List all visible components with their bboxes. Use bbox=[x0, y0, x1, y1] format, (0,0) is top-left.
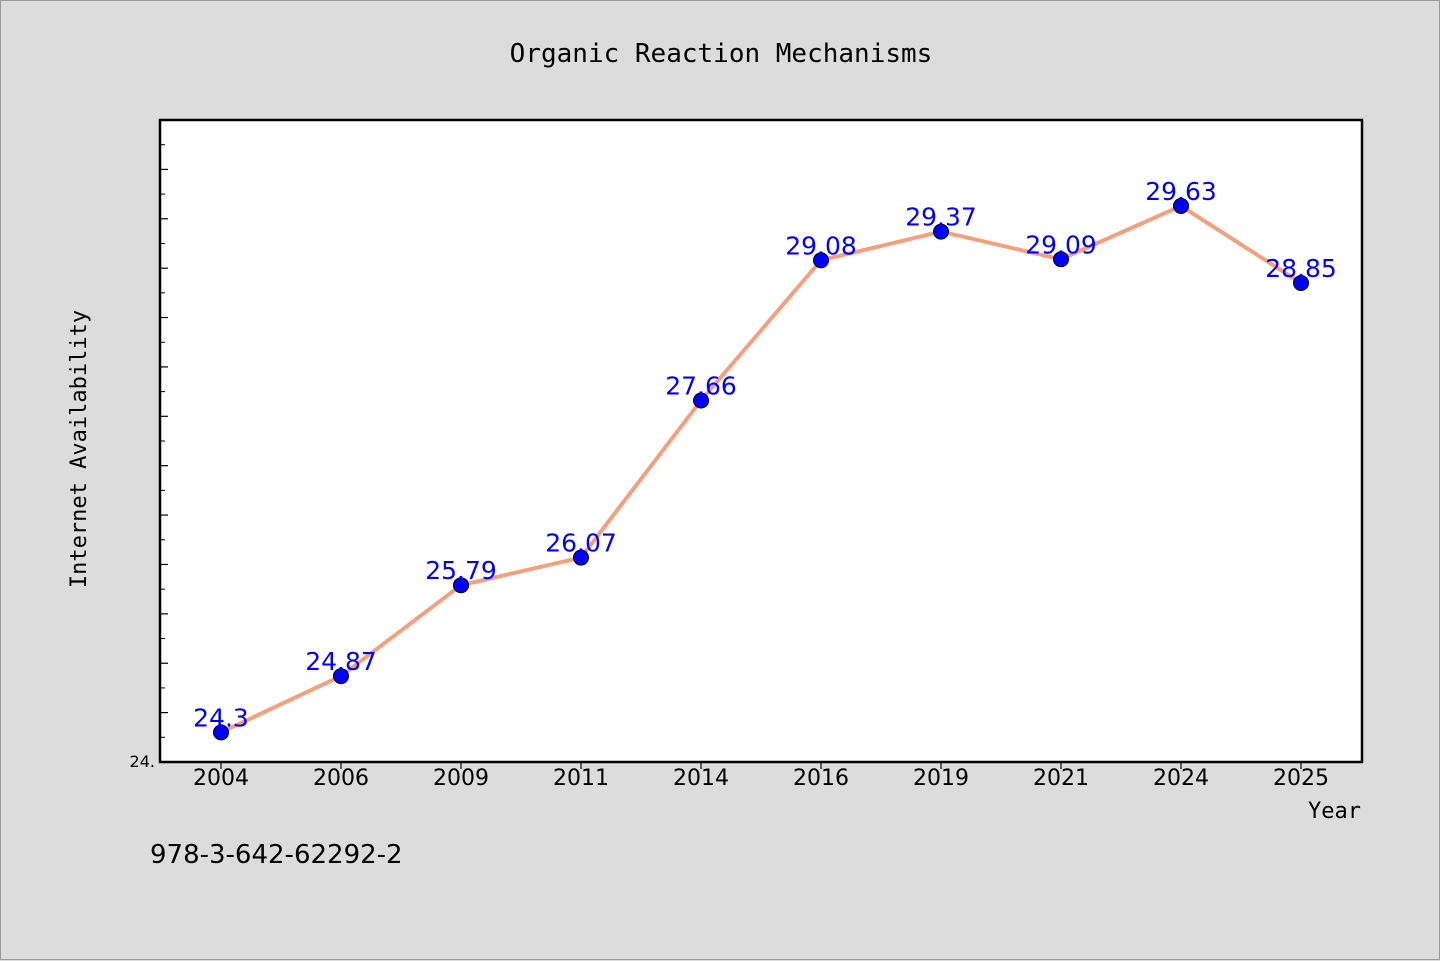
x-tick-label: 2021 bbox=[1033, 766, 1089, 791]
x-tick-label: 2009 bbox=[433, 766, 489, 791]
data-point bbox=[933, 223, 949, 240]
data-label: 29.09 bbox=[1025, 230, 1097, 259]
data-label: 29.37 bbox=[905, 203, 977, 232]
data-label: 29.08 bbox=[785, 231, 857, 260]
data-label: 24.3 bbox=[193, 703, 249, 732]
data-point bbox=[1053, 251, 1069, 268]
data-point bbox=[813, 252, 829, 269]
series-group: 24.3 24.87 25.79 26.07 27.66 29.08 29.37 29.09 2… bbox=[193, 177, 1337, 741]
data-label: 25.79 bbox=[425, 556, 497, 585]
y-tick-label: 24. bbox=[130, 752, 155, 771]
series-line bbox=[220, 203, 1303, 735]
data-label: 27.66 bbox=[665, 372, 737, 401]
data-point bbox=[1173, 197, 1189, 214]
x-axis-ticks bbox=[220, 762, 1302, 769]
data-point bbox=[453, 577, 469, 594]
data-point bbox=[1293, 274, 1309, 291]
x-tick-label: 2014 bbox=[673, 766, 729, 791]
data-label: 28.85 bbox=[1265, 254, 1337, 283]
y-axis-label: Internet Availability bbox=[67, 310, 92, 588]
x-tick-label: 2004 bbox=[193, 766, 249, 791]
x-tick-labels: 2004 2006 2009 2011 2014 2016 2019 2021 2024 2025 bbox=[193, 766, 1329, 791]
x-tick-label: 2019 bbox=[913, 766, 969, 791]
isbn-text: 978-3-642-62292-2 bbox=[150, 840, 403, 870]
chart-title: Organic Reaction Mechanisms bbox=[510, 39, 933, 69]
data-label: 26.07 bbox=[545, 529, 617, 558]
data-point bbox=[213, 724, 229, 741]
data-point bbox=[573, 549, 589, 566]
x-tick-label: 2006 bbox=[313, 766, 369, 791]
x-tick-label: 2024 bbox=[1153, 766, 1209, 791]
x-tick-label: 2025 bbox=[1273, 766, 1329, 791]
data-point bbox=[333, 668, 349, 685]
x-axis-label: Year bbox=[1308, 799, 1361, 824]
plot-area bbox=[158, 118, 1364, 764]
data-label: 24.87 bbox=[305, 647, 377, 676]
data-point bbox=[693, 392, 709, 409]
y-axis-ticks bbox=[160, 144, 168, 763]
x-tick-label: 2011 bbox=[553, 766, 609, 791]
x-tick-label: 2016 bbox=[793, 766, 849, 791]
data-label: 29.63 bbox=[1145, 177, 1217, 206]
